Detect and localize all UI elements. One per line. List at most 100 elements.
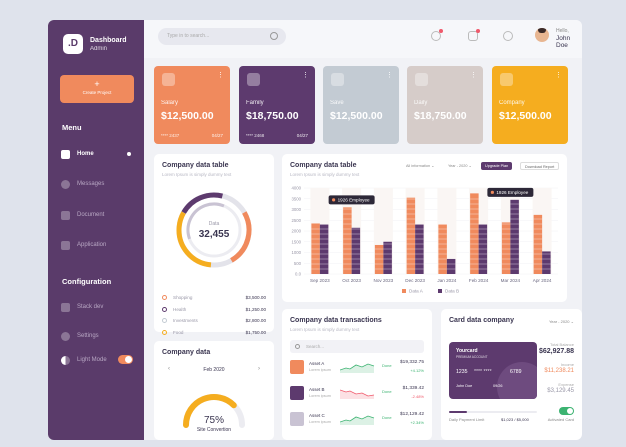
card-amount: $12,500.00	[330, 110, 383, 122]
x-tick-label: Dec 2023	[405, 278, 425, 283]
activated-card-toggle[interactable]	[559, 407, 574, 415]
card-name: Save	[330, 100, 344, 106]
card-company[interactable]: ⋮ Company $12,500.00	[492, 66, 568, 144]
settings-icon	[61, 331, 70, 341]
legend-name: Investments	[173, 318, 198, 323]
table-row[interactable]: Asset C Lorem ipsum Done $12,129.42 +2.34%	[290, 409, 424, 429]
next-month-icon[interactable]: ›	[258, 366, 260, 372]
bar-data-a	[374, 244, 384, 274]
card-icon	[331, 73, 344, 86]
credit-card[interactable]: Yourcard PREMIUM ACCOUNT 1235 **** **** …	[449, 342, 537, 399]
more-icon[interactable]: ⋮	[302, 72, 309, 79]
upgrade-plan-button[interactable]: Upgrade Plan	[481, 162, 513, 170]
greeting: Hello,	[556, 28, 569, 34]
card-daily[interactable]: ⋮ Daily $18,750.00	[407, 66, 483, 144]
transactions-panel: Company data transactions Lorem Ipsum is…	[282, 309, 432, 440]
panel-subtitle: Lorem Ipsum is simply dummy text	[290, 172, 360, 177]
more-icon[interactable]: ⋮	[217, 72, 224, 79]
card-amount: $12,500.00	[161, 110, 214, 122]
sidebar-item-home[interactable]: Home	[61, 148, 133, 160]
filter-all-dropdown[interactable]: All information ⌄	[406, 164, 435, 168]
legend-marker	[162, 295, 167, 300]
search-input[interactable]: Type in to search...	[158, 28, 286, 45]
table-row[interactable]: Asset A Lorem ipsum Done $19,332.75 +4.12%	[290, 357, 424, 377]
tooltip-text: 1926 Employee	[338, 198, 370, 203]
more-icon[interactable]: ⋮	[386, 72, 393, 79]
sparkline	[340, 389, 375, 399]
asset-value: $19,332.75	[399, 360, 424, 365]
asset-subtitle: Lorem ipsum	[309, 394, 331, 398]
user-name[interactable]: John Doe	[556, 35, 571, 49]
chat-icon[interactable]	[431, 29, 443, 41]
legend-row: Investments $2,800.00	[162, 317, 266, 325]
x-tick-label: Mar 2024	[501, 278, 521, 283]
legend-marker	[162, 306, 167, 312]
tooltip-dot	[490, 190, 494, 194]
tooltip-box	[487, 187, 534, 197]
table-row[interactable]: Asset B Lorem ipsum Done $1,339.42 -2.48%	[290, 383, 424, 403]
settings-gear-icon[interactable]	[503, 31, 513, 41]
transactions-search-input[interactable]: Search...	[290, 340, 424, 353]
sidebar-item-messages[interactable]: Messages	[61, 178, 133, 190]
expense-label: Expense	[558, 382, 574, 387]
card-amount: $18,750.00	[246, 110, 299, 122]
year-dropdown[interactable]: Year - 2020 ⌄	[548, 319, 574, 324]
bar-data-b	[478, 224, 488, 274]
sidebar-item-settings[interactable]: Settings	[61, 330, 133, 342]
light-mode-icon	[61, 355, 70, 365]
active-dot	[127, 152, 131, 156]
bar-data-a	[470, 193, 479, 274]
bar-chart-panel: Company data table Lorem Ipsum is simply…	[282, 154, 567, 302]
legend-name: Health	[173, 306, 187, 312]
upgrade-plan-label: Upgrade Plan	[485, 164, 509, 168]
card-salary[interactable]: ⋮ Salary $12,500.00 **** 2437 04/27	[154, 66, 230, 144]
asset-thumbnail	[290, 412, 304, 426]
total-balance-label: Total Balance	[549, 342, 574, 347]
panel-subtitle: Lorem Ipsum is simply dummy text	[290, 327, 360, 332]
menu-title: Menu	[62, 123, 82, 132]
more-icon[interactable]: ⋮	[470, 72, 477, 79]
asset-change: +4.12%	[410, 368, 424, 373]
gauge-caption: Site Convertion	[196, 427, 232, 433]
notification-badge	[476, 29, 480, 33]
filter-year-dropdown[interactable]: Year - 2020 ⌄	[448, 164, 472, 168]
download-report-button[interactable]: Download Report	[520, 162, 560, 170]
bar-data-b	[383, 241, 392, 274]
avatar[interactable]	[535, 28, 549, 42]
card-expiry: 09/26	[493, 384, 503, 388]
sparkline	[340, 363, 375, 373]
bell-icon[interactable]	[468, 29, 480, 41]
home-icon	[61, 149, 70, 159]
legend-value: $1,750.00	[245, 329, 266, 335]
sidebar-item-document[interactable]: Document	[61, 209, 133, 221]
bar-data-b	[446, 258, 456, 274]
card-amount: $18,750.00	[414, 110, 467, 122]
create-project-button[interactable]: + Create Project	[60, 75, 134, 103]
sidebar-item-light-mode[interactable]: Light Mode	[61, 354, 133, 366]
bar-data-b	[510, 199, 519, 274]
legend-label: Data B	[445, 289, 459, 294]
legend-row: Shopping $3,500.00	[162, 294, 266, 302]
card-expiry: 04/27	[296, 133, 308, 138]
notification-badge	[439, 29, 443, 33]
card-number: **** 2468	[246, 133, 265, 138]
sidebar-item-stack-dev[interactable]: Stack dev	[61, 301, 133, 313]
sidebar-item-label: Stack dev	[77, 304, 104, 310]
filter-year-label: Year - 2020	[448, 164, 468, 168]
more-icon[interactable]: ⋮	[555, 72, 562, 79]
panel-title: Company data table	[290, 162, 357, 169]
asset-thumbnail	[290, 360, 304, 374]
filter-all-label: All information	[406, 164, 431, 168]
y-tick-label: 2500	[291, 218, 301, 223]
x-tick-label: Oct 2023	[342, 278, 361, 283]
sidebar-item-application[interactable]: Application	[61, 239, 133, 251]
sidebar-item-label: Messages	[77, 181, 105, 187]
legend-value: $1,250.00	[245, 306, 266, 312]
light-mode-toggle[interactable]	[118, 355, 133, 364]
card-save[interactable]: ⋮ Save $12,500.00	[323, 66, 399, 144]
cash-icon	[415, 73, 428, 86]
card-family[interactable]: ⋮ Family $18,750.00 **** 2468 04/27	[239, 66, 315, 144]
income-label: Income	[560, 362, 574, 367]
sidebar: .D Dashboard Admin + Create Project Menu…	[48, 20, 144, 440]
prev-month-icon[interactable]: ‹	[168, 366, 170, 372]
